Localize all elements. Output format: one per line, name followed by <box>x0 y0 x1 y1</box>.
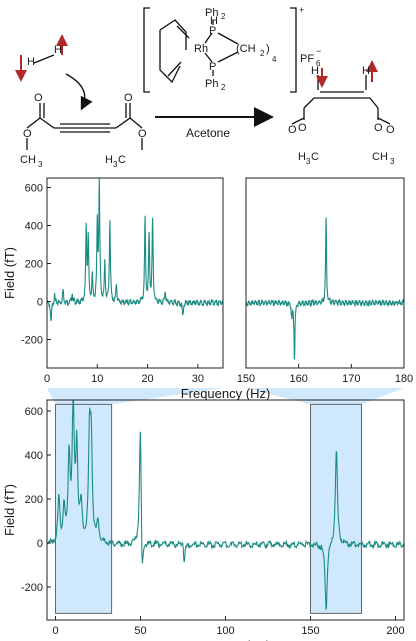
methyl-group: H <box>298 151 306 163</box>
catalyst-bracket-right <box>290 7 297 93</box>
bond <box>377 117 391 125</box>
catalyst-bracket-left <box>143 7 150 93</box>
o-atom: O <box>386 124 395 136</box>
subscript: 6 <box>316 59 321 68</box>
y-tick-label: 200 <box>25 259 43 271</box>
subscript: 3 <box>38 160 43 169</box>
subscript: 3 <box>113 160 118 169</box>
h-atom: H <box>27 56 35 68</box>
subscript: 2 <box>221 83 226 92</box>
h-atom: H <box>210 15 218 27</box>
bond <box>39 117 55 129</box>
y-tick-label: 400 <box>25 221 43 233</box>
h-atom: H <box>54 44 62 56</box>
x-tick-label: 20 <box>141 373 153 385</box>
methyl-group: H <box>105 154 113 166</box>
y-tick-label: 400 <box>25 450 43 462</box>
methylene-group: (CH <box>236 43 256 55</box>
y-tick-label: 0 <box>37 538 43 550</box>
o-atom: O <box>374 122 383 134</box>
x-tick-label: 10 <box>91 373 103 385</box>
x-tick-label: 180 <box>395 373 413 385</box>
h-atom: H <box>311 65 319 77</box>
o-atom: O <box>23 128 32 140</box>
x-tick-label: 160 <box>289 373 307 385</box>
y-tick-label: 200 <box>25 494 43 506</box>
charge: + <box>299 5 304 15</box>
reaction-scheme <box>15 7 391 150</box>
x-tick-label: 200 <box>386 625 404 637</box>
chart-panel-bottom: 0 50 100 150 200 -200 0 200 400 600 Frequency (Hz)… <box>2 399 405 641</box>
chart-panel-top-right: 150 160 170 180 <box>237 177 413 385</box>
bond <box>26 117 41 129</box>
y-tick-label: 600 <box>25 406 43 418</box>
subscript: 3 <box>390 157 395 166</box>
methyl-group: C <box>118 154 126 166</box>
charge: − <box>316 46 321 56</box>
solvent-label: Acetone <box>186 126 230 140</box>
x-tick-label: 170 <box>342 373 360 385</box>
bond <box>204 32 213 44</box>
p-atom: P <box>209 61 216 73</box>
methyl-group: CH <box>20 154 36 166</box>
curved-arrow <box>65 73 93 111</box>
o-atom: O <box>138 128 147 140</box>
inset-box-1 <box>310 403 362 614</box>
x-axis-title: Frequency (Hz) <box>181 638 271 641</box>
bond <box>217 32 239 45</box>
methyl-group: C <box>311 151 319 163</box>
x-tick-label: 0 <box>52 625 58 637</box>
counterion: PF <box>300 53 314 65</box>
bond <box>167 61 182 77</box>
y-tick-label: 600 <box>25 183 43 195</box>
cod-ring <box>159 19 187 84</box>
bond <box>217 51 239 63</box>
x-tick-label: 50 <box>134 625 146 637</box>
spectrum-trace <box>245 217 405 360</box>
bond <box>176 25 190 39</box>
phenyl-group: Ph <box>205 78 218 90</box>
spectrum-trace <box>46 177 224 321</box>
x-tick-label: 100 <box>216 625 234 637</box>
x-tick-label: 150 <box>301 625 319 637</box>
x-tick-label: 30 <box>192 373 204 385</box>
y-tick-label: -200 <box>21 582 43 594</box>
subscript: 2 <box>221 12 226 21</box>
methyl-group: CH <box>372 151 388 163</box>
bond <box>129 117 143 129</box>
rh-atom: Rh <box>194 43 208 55</box>
o-atom: O <box>34 92 43 104</box>
y-tick-label: 0 <box>37 297 43 309</box>
bond <box>303 97 315 109</box>
phenyl-group: Ph <box>205 7 218 19</box>
scheme-text: H H O O CH 3 O O H 3 C Rh P P H Ph 2 Ph … <box>20 5 395 169</box>
x-axis-title: Frequency (Hz) <box>181 386 271 401</box>
subscript: 4 <box>272 55 277 64</box>
chart-panel-top-left: 0 10 20 30 -200 0 200 400 600 Frequency (Hz) Field… <box>2 177 271 401</box>
h-atom: H <box>362 65 370 77</box>
bond <box>369 97 379 109</box>
p-atom: P <box>209 25 216 37</box>
chart-panels: 0 10 20 30 -200 0 200 400 600 Frequency (Hz) Field… <box>2 177 413 641</box>
y-axis-title: Field (fT) <box>2 484 17 536</box>
y-axis-title: Field (fT) <box>2 247 17 299</box>
spectrum-trace <box>47 399 405 610</box>
bond <box>204 52 213 63</box>
subscript: 3 <box>306 157 311 166</box>
y-tick-label: -200 <box>21 335 43 347</box>
plot-frame <box>46 177 224 369</box>
subscript: 2 <box>260 49 265 58</box>
o-atom: O <box>288 124 297 136</box>
x-tick-label: 0 <box>44 373 50 385</box>
methylene-group: ) <box>266 43 270 55</box>
o-atom: O <box>124 92 133 104</box>
plot-frame <box>245 177 405 369</box>
bond <box>115 117 131 129</box>
o-atom: O <box>298 122 307 134</box>
bond <box>291 117 305 125</box>
x-tick-label: 150 <box>237 373 255 385</box>
h2-bond <box>33 54 55 64</box>
